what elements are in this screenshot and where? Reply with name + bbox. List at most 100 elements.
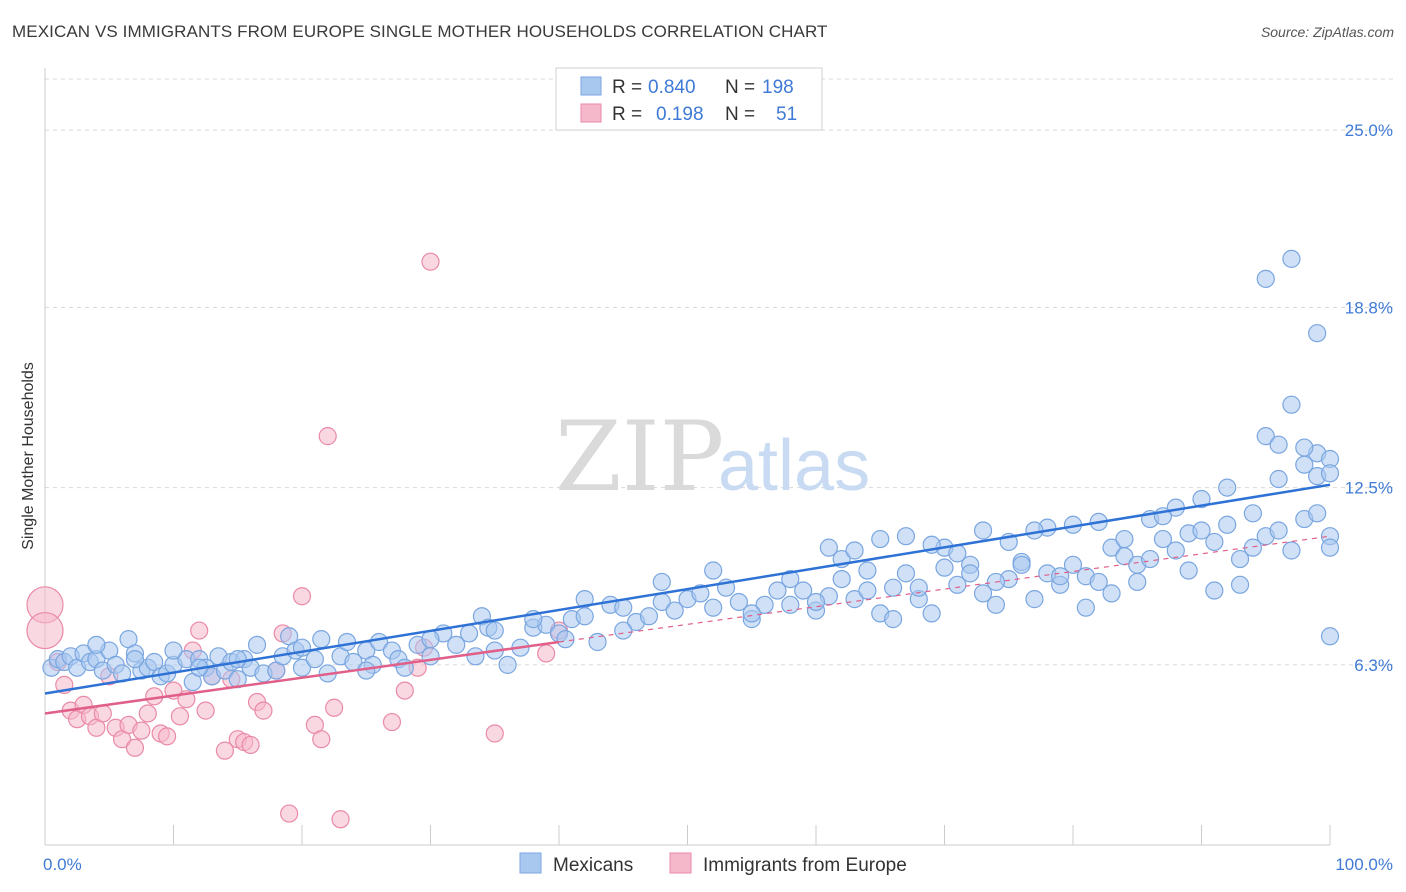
watermark-atlas: atlas bbox=[718, 426, 870, 506]
point-mexicans-117 bbox=[1230, 549, 1250, 569]
point-mexicans-114 bbox=[1192, 521, 1211, 540]
point-mexicans-111 bbox=[1153, 529, 1173, 549]
point-mexicans-71 bbox=[639, 607, 659, 626]
point-mexicans-137 bbox=[652, 572, 671, 592]
point-europe-44 bbox=[395, 681, 414, 700]
point-mexicans-186 bbox=[1256, 269, 1275, 288]
point-mexicans-136 bbox=[614, 621, 633, 640]
point-europe-37 bbox=[292, 587, 312, 606]
point-mexicans-55 bbox=[466, 647, 485, 666]
point-mexicans-188 bbox=[1308, 324, 1327, 343]
trend-line-europe bbox=[44, 640, 560, 715]
stats-n-label-europe: N = bbox=[725, 104, 755, 125]
point-mexicans-101 bbox=[1025, 590, 1044, 609]
point-mexicans-149 bbox=[1012, 555, 1031, 574]
point-mexicans-156 bbox=[1192, 489, 1211, 509]
point-mexicans-59 bbox=[498, 655, 517, 674]
point-mexicans-98 bbox=[986, 595, 1006, 614]
point-mexicans-123 bbox=[1308, 504, 1327, 523]
point-mexicans-80 bbox=[755, 595, 774, 614]
point-mexicans-180 bbox=[1256, 427, 1275, 446]
point-mexicans-97 bbox=[973, 584, 993, 603]
y-tick-label-2: 18.8% bbox=[1345, 298, 1393, 317]
point-mexicans-86 bbox=[832, 569, 851, 589]
series-mexicans bbox=[42, 249, 1340, 692]
stats-legend-swatch-mexicans bbox=[580, 76, 602, 96]
point-mexicans-145 bbox=[909, 578, 928, 597]
point-europe-15 bbox=[132, 721, 151, 740]
point-mexicans-54 bbox=[459, 624, 479, 643]
stats-n-label-mexicans: N = bbox=[725, 77, 755, 98]
axes bbox=[44, 68, 1331, 846]
point-mexicans-169 bbox=[973, 521, 993, 540]
point-mexicans-76 bbox=[704, 598, 723, 617]
point-mexicans-138 bbox=[704, 561, 723, 580]
point-mexicans-165 bbox=[871, 529, 890, 549]
point-europe-9 bbox=[93, 704, 112, 723]
point-mexicans-190 bbox=[1320, 627, 1340, 646]
point-europe-42 bbox=[331, 810, 350, 829]
point-mexicans-75 bbox=[691, 584, 710, 603]
point-mexicans-164 bbox=[845, 541, 864, 560]
point-mexicans-37 bbox=[292, 658, 312, 677]
point-mexicans-143 bbox=[858, 561, 877, 580]
point-mexicans-189 bbox=[1320, 538, 1340, 557]
legend-label-mexicans: Mexicans bbox=[553, 855, 633, 876]
stats-r-value-europe: 0.198 bbox=[656, 104, 704, 125]
legend-swatch-mexicans bbox=[519, 852, 542, 874]
point-mexicans-132 bbox=[421, 630, 440, 649]
point-mexicans-187 bbox=[1282, 249, 1301, 268]
point-mexicans-181 bbox=[1269, 435, 1288, 454]
point-mexicans-125 bbox=[87, 635, 106, 654]
point-mexicans-127 bbox=[164, 641, 183, 660]
point-mexicans-174 bbox=[1102, 584, 1121, 603]
legend-label-europe: Immigrants from Europe bbox=[703, 855, 907, 876]
legend-swatch-europe bbox=[669, 852, 692, 874]
point-mexicans-178 bbox=[1205, 581, 1224, 600]
point-europe-49 bbox=[537, 644, 556, 663]
point-mexicans-58 bbox=[485, 621, 504, 640]
point-mexicans-93 bbox=[922, 604, 941, 623]
stats-legend-swatch-europe bbox=[580, 103, 602, 123]
point-mexicans-39 bbox=[312, 630, 331, 649]
point-mexicans-121 bbox=[1282, 541, 1301, 560]
point-europe-31 bbox=[241, 735, 260, 755]
point-mexicans-116 bbox=[1218, 515, 1237, 534]
point-mexicans-173 bbox=[1076, 598, 1095, 617]
point-europe-40 bbox=[318, 427, 337, 446]
point-mexicans-153 bbox=[1115, 529, 1134, 549]
point-mexicans-185 bbox=[1320, 464, 1340, 483]
point-mexicans-51 bbox=[421, 647, 440, 666]
point-mexicans-53 bbox=[447, 635, 466, 654]
point-mexicans-135 bbox=[575, 590, 594, 609]
point-mexicans-78 bbox=[729, 592, 749, 612]
point-mexicans-129 bbox=[228, 650, 247, 669]
point-mexicans-88 bbox=[858, 581, 877, 600]
point-mexicans-158 bbox=[1243, 504, 1263, 523]
stats-r-label-mexicans: R = bbox=[612, 77, 642, 98]
point-mexicans-147 bbox=[961, 564, 980, 583]
series-immigrants-from-europe bbox=[26, 252, 569, 829]
point-europe-21 bbox=[170, 707, 190, 726]
point-mexicans-81 bbox=[768, 581, 787, 600]
point-europe-19 bbox=[157, 727, 177, 746]
x-tick-label-max: 100.0% bbox=[1335, 855, 1393, 874]
point-europe-36 bbox=[280, 804, 299, 823]
point-europe-16 bbox=[138, 704, 157, 723]
stats-n-value-europe: 51 bbox=[776, 104, 797, 125]
point-mexicans-64 bbox=[556, 630, 575, 649]
point-mexicans-166 bbox=[896, 527, 916, 546]
point-mexicans-104 bbox=[1063, 555, 1083, 574]
point-mexicans-95 bbox=[948, 575, 967, 594]
point-mexicans-157 bbox=[1218, 478, 1237, 497]
point-mexicans-139 bbox=[742, 604, 761, 623]
point-mexicans-172 bbox=[1051, 567, 1070, 586]
point-mexicans-90 bbox=[883, 578, 903, 597]
point-europe-25 bbox=[196, 701, 215, 720]
point-europe-33 bbox=[254, 701, 273, 720]
point-mexicans-87 bbox=[845, 590, 864, 609]
watermark-zip: ZIP bbox=[555, 401, 724, 513]
stats-r-label-europe: R = bbox=[612, 104, 642, 125]
point-mexicans-31 bbox=[247, 635, 267, 654]
y-tick-label-0: 6.3% bbox=[1354, 656, 1393, 675]
